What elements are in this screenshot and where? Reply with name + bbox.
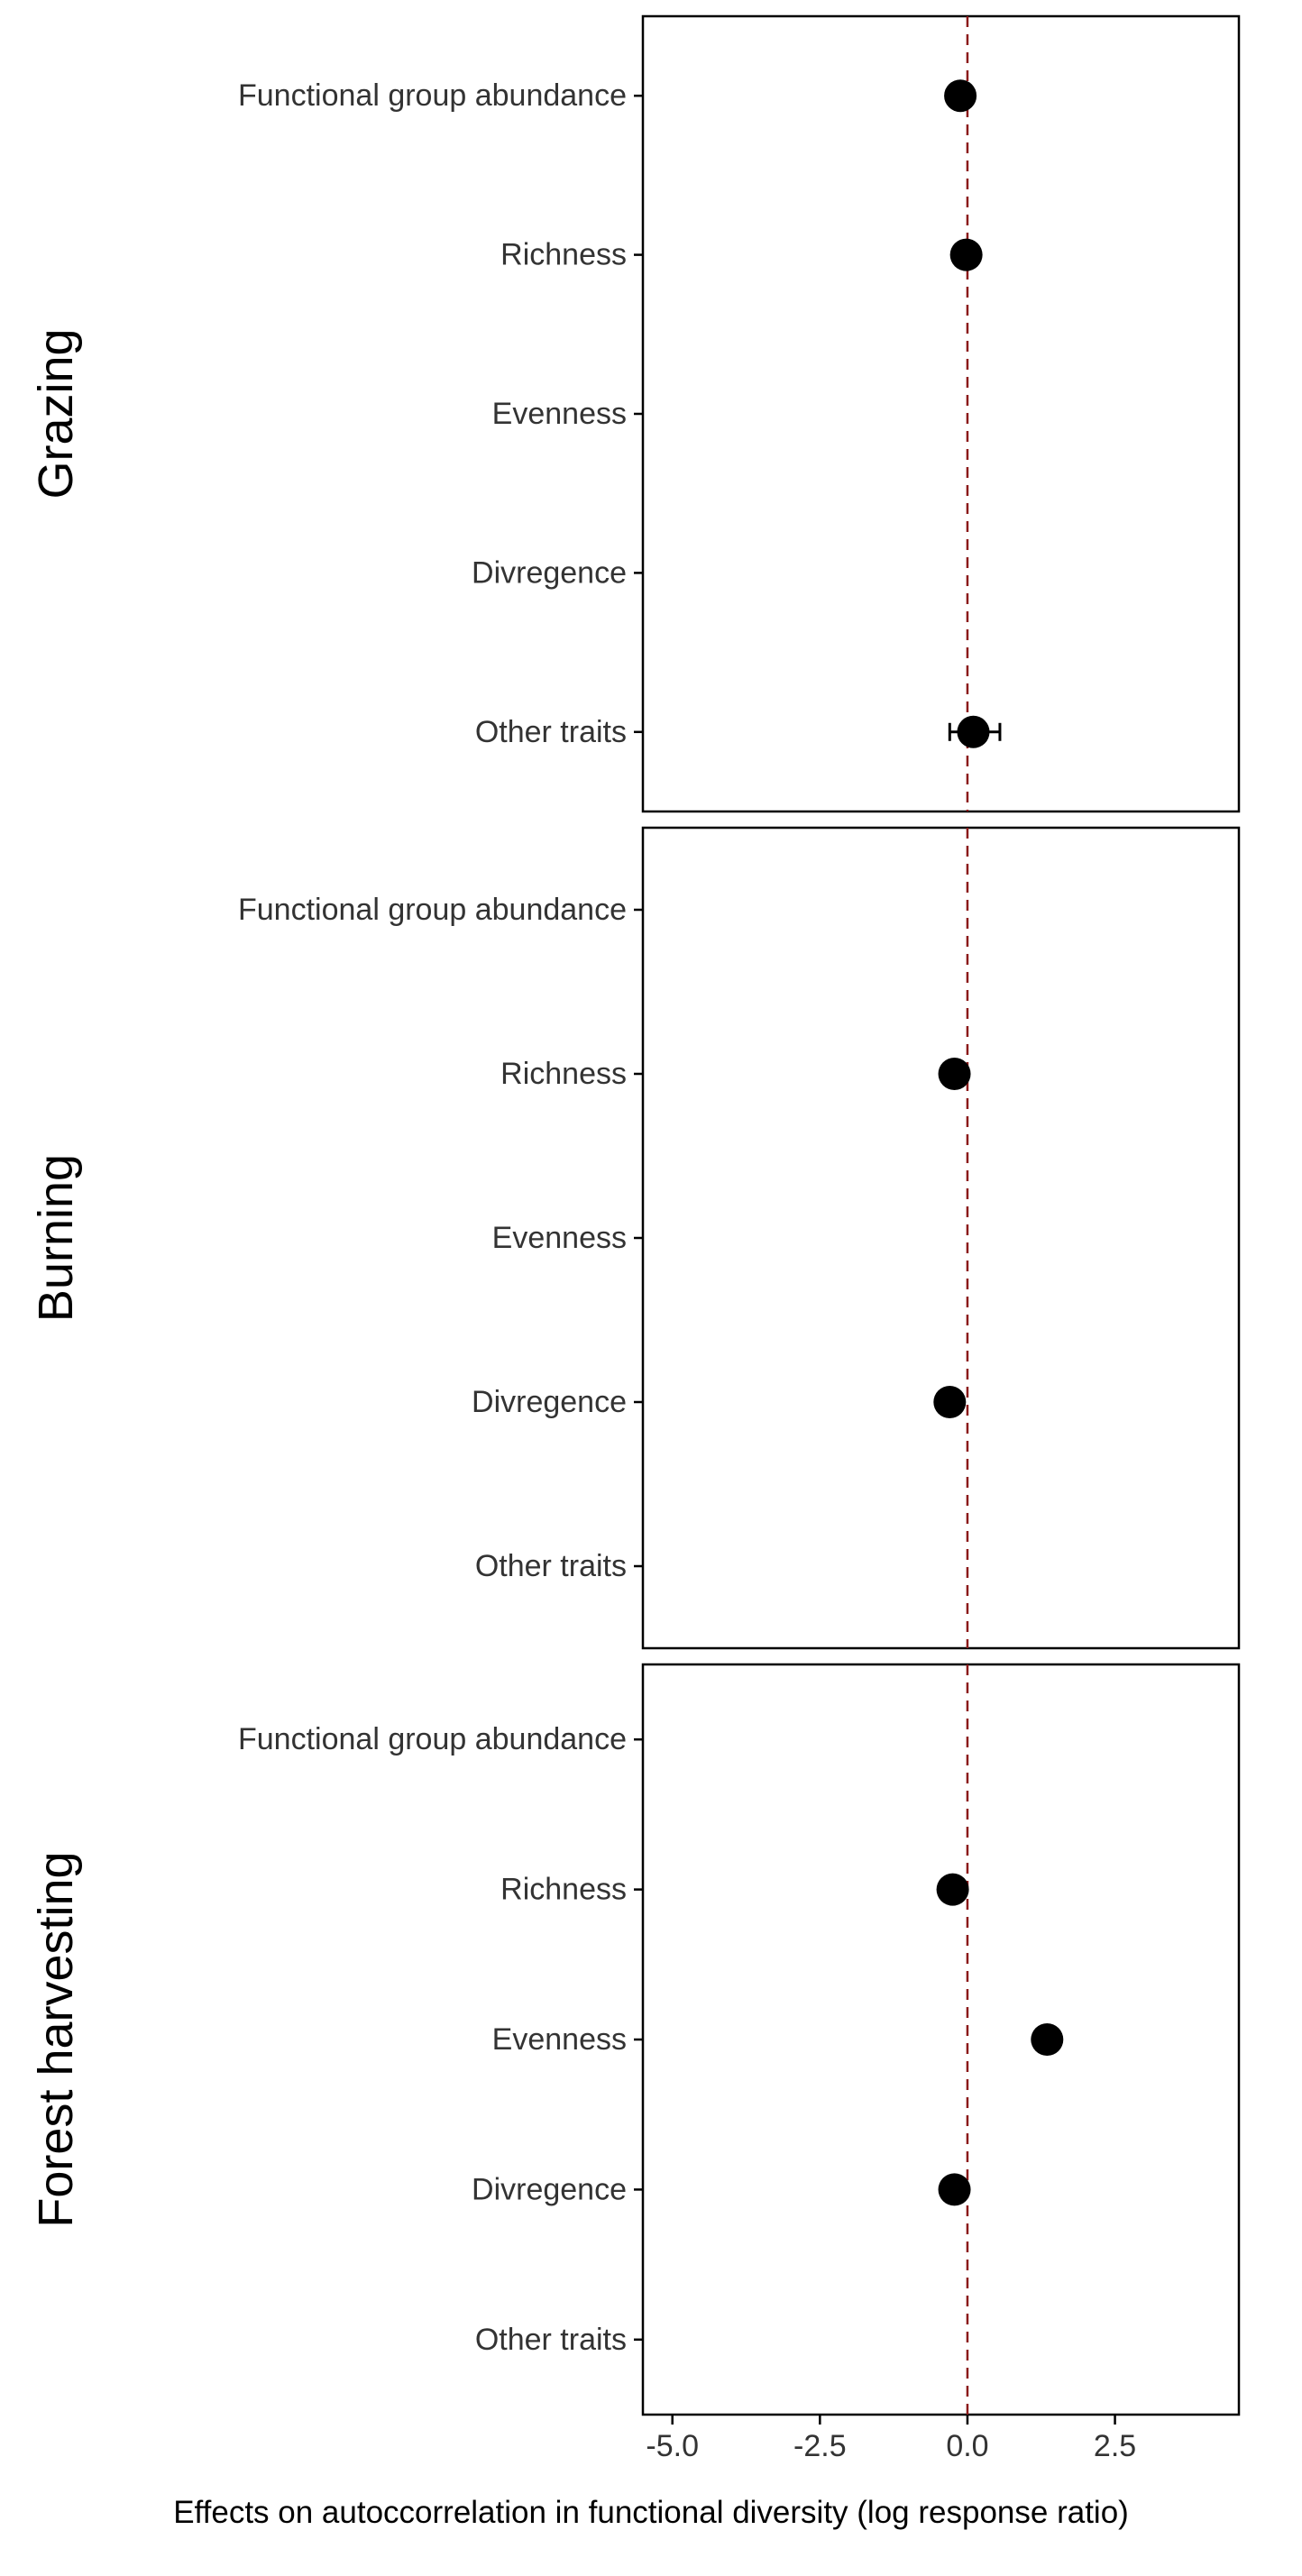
y-tick-label: Functional group abundance — [238, 893, 627, 927]
data-point — [949, 238, 983, 271]
panel-label: Grazing — [29, 328, 83, 499]
y-tick-label: Richness — [500, 1057, 627, 1091]
data-point — [936, 1873, 969, 1906]
y-tick-label: Evenness — [492, 1221, 627, 1255]
panel-label: Forest harvesting — [29, 1851, 83, 2227]
panel-frame — [641, 1663, 1241, 2416]
panel-label: Burning — [29, 1154, 83, 1322]
y-tick-label: Richness — [500, 238, 627, 272]
x-tick-label: -2.5 — [793, 2429, 847, 2463]
panel-frame — [641, 14, 1241, 813]
y-tick-label: Evenness — [492, 397, 627, 431]
data-point — [944, 79, 977, 113]
y-tick-label: Divregence — [472, 555, 627, 590]
data-point — [1031, 2023, 1064, 2056]
x-axis-title: Effects on autoccorrelation in functiona… — [173, 2495, 1129, 2530]
x-tick-label: 0.0 — [946, 2429, 988, 2463]
data-point — [938, 1058, 971, 1090]
panel-frame — [641, 826, 1241, 1650]
x-tick-label: 2.5 — [1094, 2429, 1136, 2463]
data-point — [938, 2173, 971, 2206]
y-tick-label: Divregence — [472, 2172, 627, 2206]
data-point — [957, 715, 990, 748]
y-tick-label: Functional group abundance — [238, 78, 627, 113]
data-point — [933, 1386, 967, 1418]
y-tick-label: Divregence — [472, 1385, 627, 1419]
y-tick-label: Evenness — [492, 2022, 627, 2057]
y-tick-label: Functional group abundance — [238, 1722, 627, 1756]
y-tick-label: Other traits — [475, 1549, 627, 1583]
y-tick-label: Richness — [500, 1873, 627, 1907]
y-tick-label: Other traits — [475, 2323, 627, 2357]
x-tick-label: -5.0 — [646, 2429, 699, 2463]
y-tick-label: Other traits — [475, 715, 627, 749]
